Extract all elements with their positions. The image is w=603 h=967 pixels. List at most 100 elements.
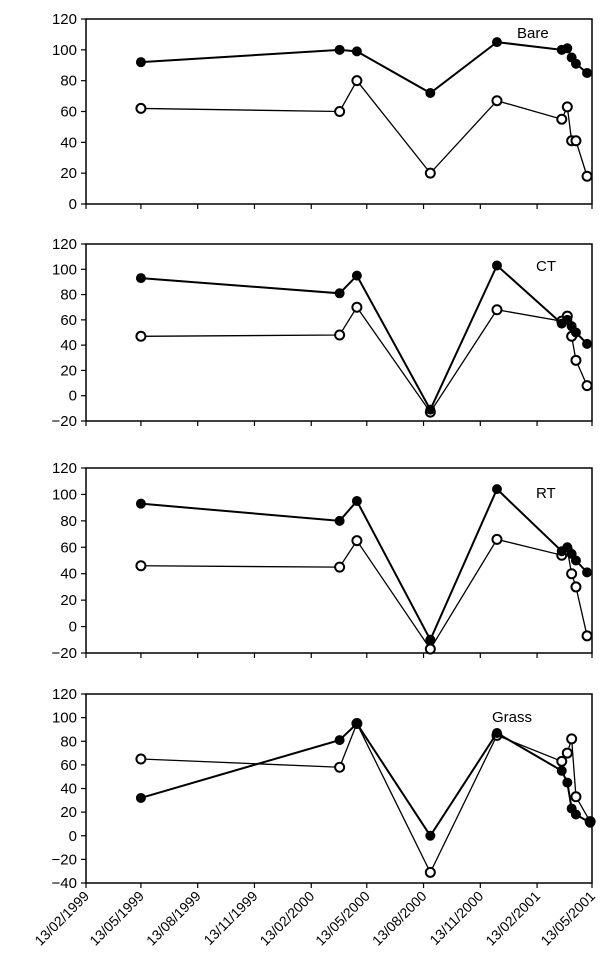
data-point-open [334, 329, 346, 341]
data-point-filled [334, 288, 345, 299]
data-point-open [135, 560, 147, 572]
x-tick-label: 13/02/2000 [256, 888, 317, 949]
y-tick-label: −20 [52, 645, 77, 662]
data-point-open [561, 101, 573, 113]
data-point-open [334, 761, 346, 773]
x-tick-label: 13/02/1999 [31, 888, 92, 949]
x-tick-label: 13/11/1999 [200, 888, 260, 948]
data-point-filled [351, 496, 362, 507]
data-point-filled [585, 817, 596, 828]
data-point-open [135, 330, 147, 342]
y-tick-label: 0 [69, 619, 77, 636]
y-tick-label: 120 [52, 11, 77, 28]
y-tick-label: 100 [52, 486, 77, 503]
plot-frame [85, 243, 593, 422]
y-tick-label: 120 [52, 460, 77, 477]
data-point-open [351, 301, 363, 313]
y-tick-label: −20 [52, 413, 77, 430]
panel-ct: −20 0 20 40 60 80 100 120 CT [52, 236, 593, 430]
data-point-open [424, 866, 436, 878]
data-point-filled [425, 404, 436, 415]
data-point-open [570, 135, 582, 147]
data-point-open [491, 304, 503, 316]
data-point-open [491, 95, 503, 107]
data-point-open [581, 170, 593, 182]
y-tick-label: 0 [69, 828, 77, 845]
data-point-open [351, 535, 363, 547]
data-point-filled [570, 327, 581, 338]
data-point-filled [570, 58, 581, 69]
panel-label: CT [536, 258, 556, 275]
y-tick-label: −40 [52, 875, 77, 892]
data-point-filled [334, 515, 345, 526]
y-tick-label: 60 [60, 757, 77, 774]
y-tick-label: 0 [69, 388, 77, 405]
y-tick-label: 80 [60, 73, 77, 90]
data-point-open [334, 106, 346, 117]
y-tick-label: 100 [52, 42, 77, 59]
data-point-filled [351, 718, 362, 729]
series-line-filled [140, 487, 588, 643]
data-point-open [334, 561, 346, 573]
panel-bare: 0 20 40 60 80 100 120 Bare [52, 11, 593, 213]
data-point-open [351, 75, 363, 87]
data-point-filled [351, 46, 362, 57]
y-tick-label: 40 [60, 337, 77, 354]
data-point-filled [556, 765, 567, 776]
y-tick-label: 120 [52, 686, 77, 703]
series-line-open [140, 538, 588, 651]
data-point-open [424, 643, 436, 655]
data-point-open [556, 755, 568, 767]
data-point-open [566, 733, 578, 745]
y-tick-label: 80 [60, 513, 77, 530]
x-tick-label: 13/08/1999 [143, 888, 204, 949]
x-tick-label: 13/05/2000 [312, 888, 373, 949]
data-point-filled [562, 43, 573, 54]
series-line-filled [140, 41, 588, 95]
data-point-filled [570, 809, 581, 820]
y-tick-label: 0 [69, 196, 77, 213]
data-point-filled [491, 37, 502, 48]
series-line-open [140, 721, 591, 874]
data-point-filled [425, 634, 436, 645]
data-point-filled [425, 88, 436, 98]
y-tick-label: 60 [60, 312, 77, 329]
x-tick-label: 13/02/2001 [482, 888, 543, 949]
x-tick-label: 13/11/2000 [426, 888, 486, 948]
data-point-open [566, 568, 578, 580]
panel-rt: −20 0 20 40 60 80 100 120 RT [52, 460, 593, 662]
data-point-filled [491, 484, 502, 495]
series-line-filled [140, 263, 588, 412]
y-tick-label: 20 [60, 592, 77, 609]
data-point-filled [562, 777, 573, 788]
panel-grass: −40 −20 0 20 40 60 80 100 120 13/02/199913/05/199… [31, 686, 598, 949]
y-tick-label: 80 [60, 733, 77, 750]
y-tick-label: 20 [60, 362, 77, 379]
y-tick-label: 20 [60, 804, 77, 821]
x-tick-label: 13/05/1999 [86, 888, 147, 949]
y-tick-label: 100 [52, 710, 77, 727]
series-line-open [140, 79, 588, 177]
y-tick-label: 120 [52, 236, 77, 253]
y-tick-label: 80 [60, 287, 77, 304]
y-tick-label: −20 [52, 851, 77, 868]
panel-label: Bare [517, 25, 549, 42]
data-point-open [561, 747, 573, 759]
series-line-open [140, 306, 588, 414]
data-point-open [570, 581, 582, 593]
data-point-filled [135, 792, 146, 803]
data-point-open [491, 533, 503, 545]
x-tick-label: 13/08/2000 [369, 888, 430, 949]
data-point-filled [351, 270, 362, 281]
y-tick-label: 40 [60, 566, 77, 583]
y-tick-label: 100 [52, 261, 77, 278]
panel-label: Grass [492, 709, 532, 726]
y-tick-label: 40 [60, 134, 77, 151]
data-point-filled [135, 57, 146, 68]
data-point-filled [582, 67, 593, 78]
data-point-filled [582, 338, 593, 349]
data-point-open [570, 354, 582, 366]
data-point-open [135, 102, 147, 114]
data-point-filled [582, 567, 593, 578]
data-point-filled [135, 273, 146, 284]
